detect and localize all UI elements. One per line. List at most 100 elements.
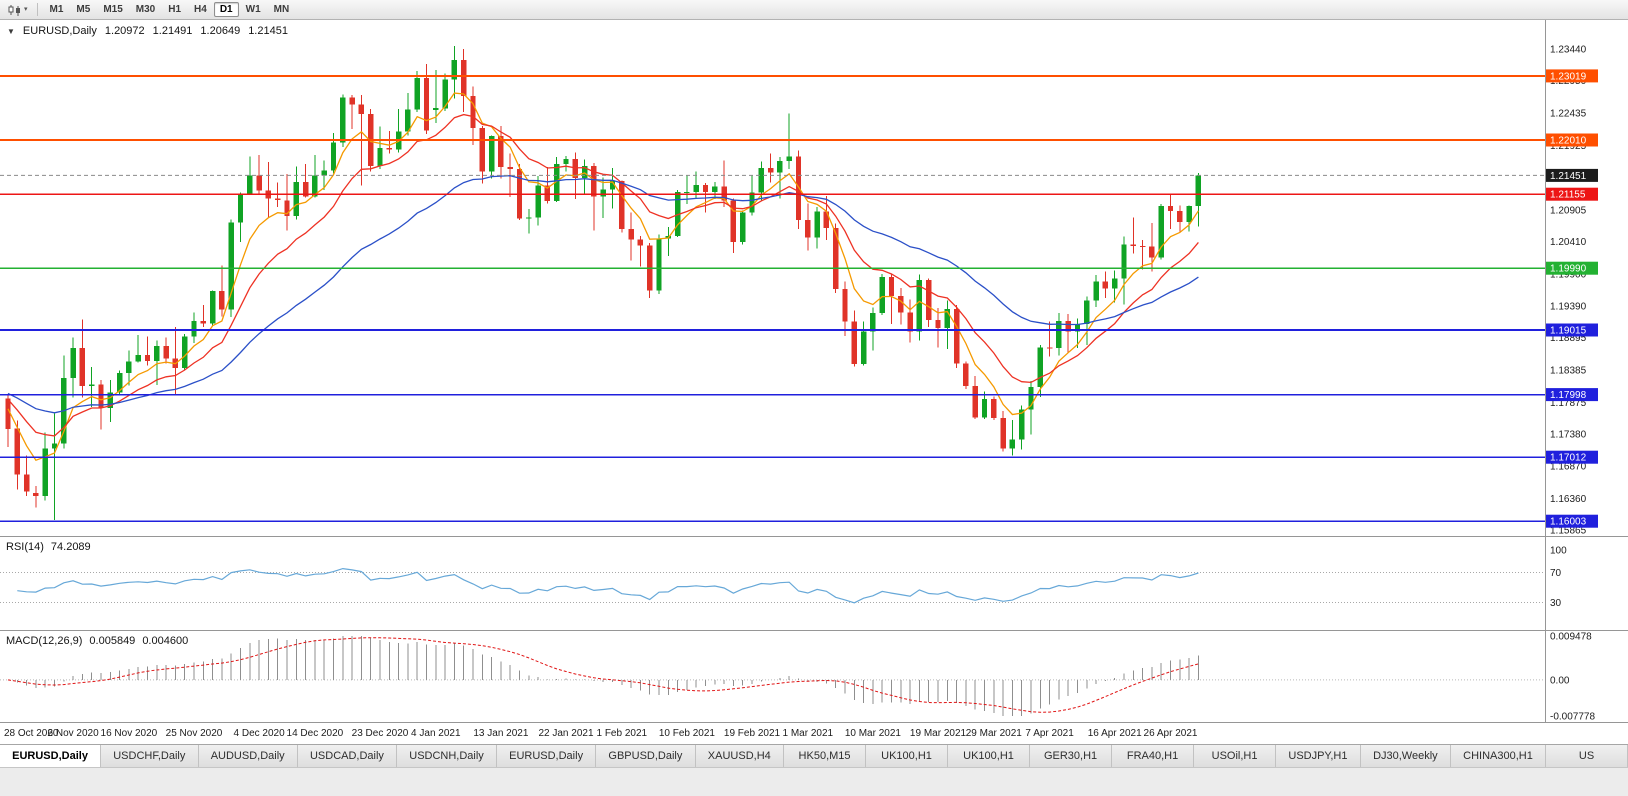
sr-level-badge xyxy=(1546,450,1598,464)
chart-type-tool[interactable]: ▾ xyxy=(4,4,31,16)
current-price-badge xyxy=(1546,168,1598,182)
collapse-arrow-icon[interactable]: ▼ xyxy=(7,26,15,36)
sr-level-badge xyxy=(1546,514,1598,528)
date-label: 25 Nov 2020 xyxy=(166,728,223,739)
date-label: 23 Dec 2020 xyxy=(352,728,409,739)
ma-line-medium xyxy=(7,113,1199,437)
date-label: 13 Jan 2021 xyxy=(473,728,528,739)
chart-tab-usdchf-daily[interactable]: USDCHF,Daily xyxy=(101,745,199,767)
date-label: 4 Jan 2021 xyxy=(411,728,461,739)
sr-level-badge xyxy=(1546,69,1598,83)
price-tick-label: 1.16360 xyxy=(1550,494,1587,505)
timeframe-button-m30[interactable]: M30 xyxy=(135,4,156,15)
price-tick-label: 1.17875 xyxy=(1550,398,1587,409)
price-tick-label: 1.16870 xyxy=(1550,462,1587,473)
chart-tab-usdcnh-daily[interactable]: USDCNH,Daily xyxy=(397,745,497,767)
chart-tab-audusd-daily[interactable]: AUDUSD,Daily xyxy=(198,745,298,767)
macd-scale-top: 0.009478 xyxy=(1550,632,1592,643)
chart-tab-xauusd-h4[interactable]: XAUUSD,H4 xyxy=(695,745,785,767)
toolbar-separator xyxy=(36,3,38,16)
sr-level-price: 1.17998 xyxy=(1550,390,1587,401)
date-label: 6 Nov 2020 xyxy=(48,728,100,739)
date-label: 1 Mar 2021 xyxy=(783,728,834,739)
price-tick-label: 1.20410 xyxy=(1550,237,1587,248)
rsi-scale-label: 30 xyxy=(1550,598,1562,609)
date-label: 7 Apr 2021 xyxy=(1025,728,1074,739)
price-tick-label: 1.22435 xyxy=(1550,108,1587,119)
chart-tab-us[interactable]: US xyxy=(1546,745,1628,767)
price-tick-label: 1.18385 xyxy=(1550,366,1587,377)
ma-line-slow xyxy=(7,175,1199,414)
date-label: 4 Dec 2020 xyxy=(234,728,286,739)
timeframe-button-d1[interactable]: D1 xyxy=(213,2,239,17)
chart-tab-hk50-m15[interactable]: HK50,M15 xyxy=(784,745,867,767)
sr-level-price: 1.19990 xyxy=(1550,264,1587,275)
candlestick-chart-icon xyxy=(8,4,20,16)
date-label: 29 Mar 2021 xyxy=(966,728,1023,739)
ma-line-fast xyxy=(7,92,1199,461)
timeframe-button-m5[interactable]: M5 xyxy=(76,4,91,15)
sr-level-price: 1.17012 xyxy=(1550,453,1587,464)
date-label: 1 Feb 2021 xyxy=(596,728,647,739)
chart-tab-usdjpy-h1[interactable]: USDJPY,H1 xyxy=(1276,745,1361,767)
chart-tab-dj30-weekly[interactable]: DJ30,Weekly xyxy=(1360,745,1451,767)
sr-level-price: 1.23019 xyxy=(1550,71,1587,82)
timeframe-button-mn[interactable]: MN xyxy=(273,4,290,15)
timeframe-toolbar: ▾ M1 M5 M15 M30 H1 H4 D1 W1 MN xyxy=(0,0,1628,20)
sr-level-badge xyxy=(1546,133,1598,147)
price-tick-label: 1.23440 xyxy=(1550,45,1587,56)
date-label: 19 Mar 2021 xyxy=(910,728,967,739)
macd-scale-bottom: -0.007778 xyxy=(1550,712,1595,723)
price-tick-label: 1.20905 xyxy=(1550,206,1587,217)
price-tick-label: 1.17380 xyxy=(1550,429,1587,440)
date-label: 22 Jan 2021 xyxy=(538,728,593,739)
chart-tab-china300-h1[interactable]: CHINA300,H1 xyxy=(1450,745,1547,767)
sr-level-price: 1.16003 xyxy=(1550,517,1587,528)
rsi-line xyxy=(17,567,1199,604)
sr-level-badge xyxy=(1546,323,1598,337)
timeframe-button-w1[interactable]: W1 xyxy=(245,4,261,15)
chart-tab-usoil-h1[interactable]: USOil,H1 xyxy=(1194,745,1277,767)
rsi-scale-label: 70 xyxy=(1550,568,1562,579)
date-label: 16 Nov 2020 xyxy=(101,728,158,739)
chart-tab-ger30-h1[interactable]: GER30,H1 xyxy=(1030,745,1113,767)
chart-tab-gbpusd-daily[interactable]: GBPUSD,Daily xyxy=(596,745,696,767)
chart-area: 1.234401.229501.224351.219251.214151.209… xyxy=(0,20,1628,744)
date-label: 10 Feb 2021 xyxy=(659,728,716,739)
date-label: 19 Feb 2021 xyxy=(724,728,781,739)
dropdown-arrow-icon: ▾ xyxy=(24,6,28,13)
macd-scale-zero: 0.00 xyxy=(1550,675,1570,686)
candlestick-series xyxy=(5,46,1202,521)
macd-histogram xyxy=(16,636,1199,716)
price-tick-label: 1.19390 xyxy=(1550,302,1587,313)
macd-signal-line xyxy=(7,637,1199,713)
date-label: 14 Dec 2020 xyxy=(287,728,344,739)
chart-tab-uk100-h1[interactable]: UK100,H1 xyxy=(866,745,949,767)
timeframe-button-h4[interactable]: H4 xyxy=(194,4,207,15)
price-tick-label: 1.18895 xyxy=(1550,333,1587,344)
window-footer xyxy=(0,767,1628,796)
timeframe-button-h1[interactable]: H1 xyxy=(168,4,182,15)
chart-tab-usdcad-daily[interactable]: USDCAD,Daily xyxy=(297,745,398,767)
date-label: 10 Mar 2021 xyxy=(845,728,902,739)
timeframe-button-m1[interactable]: M1 xyxy=(49,4,64,15)
chart-tab-fra40-h1[interactable]: FRA40,H1 xyxy=(1112,745,1195,767)
chart-tabs-bar: EURUSD,Daily USDCHF,Daily AUDUSD,Daily USDC… xyxy=(0,744,1628,767)
sr-level-badge xyxy=(1546,187,1598,201)
timeframe-buttons: M1 M5 M15 M30 H1 H4 D1 W1 MN xyxy=(44,2,296,17)
sr-level-price: 1.21155 xyxy=(1550,190,1586,201)
sr-level-price: 1.19015 xyxy=(1550,326,1587,337)
timeframe-button-m15[interactable]: M15 xyxy=(103,4,123,15)
rsi-scale-label: 100 xyxy=(1550,546,1567,557)
current-price-text: 1.21451 xyxy=(1550,171,1587,182)
date-label: 28 Oct 2020 xyxy=(4,728,59,739)
chart-tab-eurusd-daily[interactable]: EURUSD,Daily xyxy=(496,745,597,767)
sr-level-badge xyxy=(1546,388,1598,402)
chart-tab-uk100-h1[interactable]: UK100,H1 xyxy=(948,745,1031,767)
sr-level-badge xyxy=(1546,261,1598,275)
price-tick-label: 1.19900 xyxy=(1550,269,1587,280)
sr-level-price: 1.22010 xyxy=(1550,135,1587,146)
chart-tab-eurusd-daily[interactable]: EURUSD,Daily xyxy=(0,745,102,767)
chart-canvas[interactable]: 1.234401.229501.224351.219251.214151.209… xyxy=(0,20,1628,744)
